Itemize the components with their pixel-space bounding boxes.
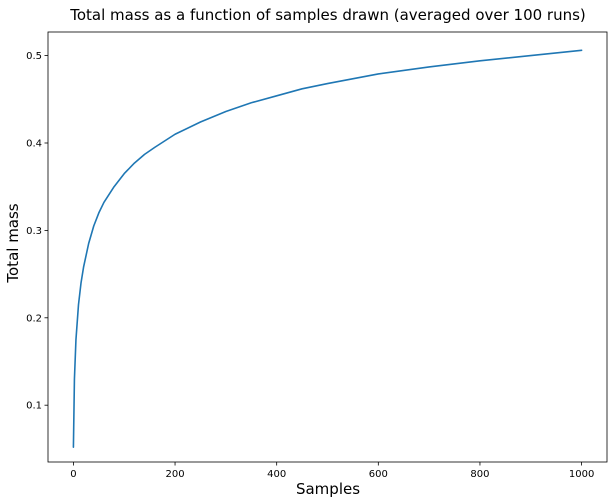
y-tick-label: 0.5 [26,51,42,62]
x-tick-label: 600 [369,469,388,480]
x-tick-label: 200 [165,469,184,480]
plot-frame [47,31,608,463]
y-tick-label: 0.1 [26,401,42,412]
series-line-0 [72,49,583,448]
chart-title: Total mass as a function of samples draw… [69,6,586,24]
y-axis-title: Total mass [4,203,22,283]
plot-area [47,31,608,463]
y-axis: 0.1 0.2 0.3 0.4 0.5 [26,51,48,412]
x-tick-label: 1000 [569,469,594,480]
y-tick-label: 0.4 [26,138,42,149]
x-tick-label: 800 [470,469,489,480]
y-tick-label: 0.3 [26,226,42,237]
x-tick-label: 400 [267,469,286,480]
y-tick-label: 0.2 [26,313,42,324]
x-tick-label: 0 [70,469,76,480]
x-axis-title: Samples [296,480,360,498]
x-axis: 0 200 400 600 800 1000 [70,462,594,480]
